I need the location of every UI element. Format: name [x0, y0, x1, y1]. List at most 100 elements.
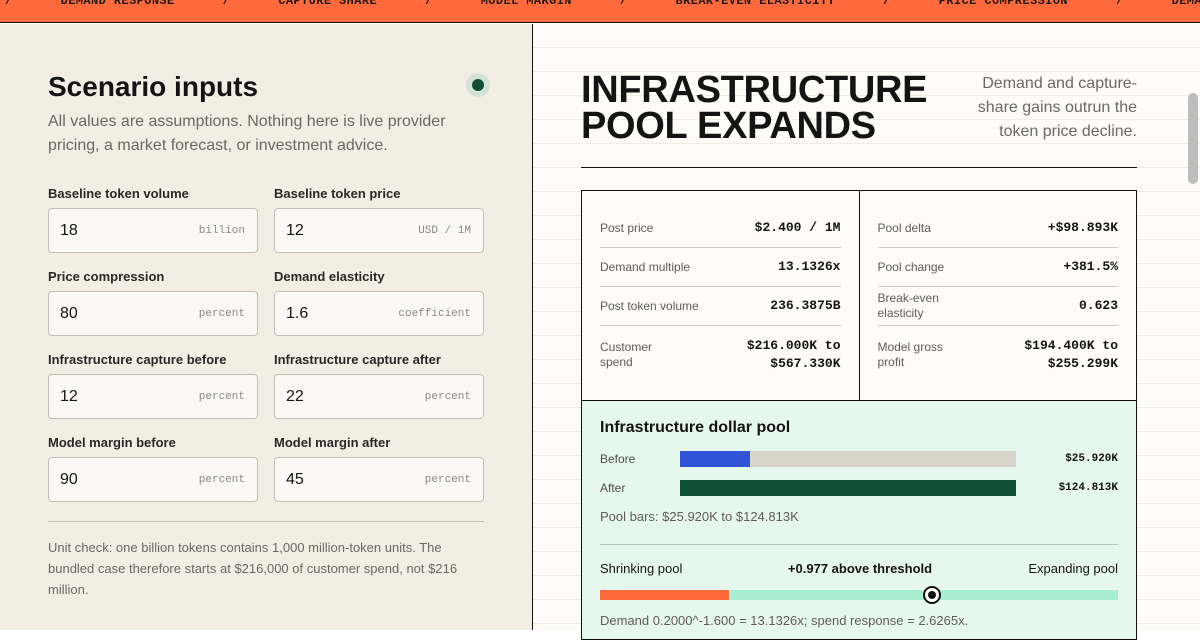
- metric-value: 0.623: [1078, 298, 1118, 313]
- field-value: 12: [286, 222, 304, 239]
- field-label: Infrastructure capture after: [274, 352, 441, 367]
- pool-bar: [680, 451, 750, 467]
- field-label: Price compression: [48, 269, 165, 284]
- field-input[interactable]: 1.6 coefficient: [274, 291, 484, 336]
- field-input[interactable]: 12 percent: [48, 374, 258, 419]
- pool-track: [680, 451, 1016, 467]
- field-label: Model margin after: [274, 435, 391, 450]
- ticker-track: / DEMAND RESPONSE / CAPTURE SHARE / MODEL MAR…: [5, 0, 1200, 8]
- field-unit: percent: [198, 308, 245, 320]
- metric-row: Demand multiple 13.1326x: [600, 248, 841, 287]
- metric-label: Break-even elasticity: [877, 291, 939, 320]
- metric-column: Pool delta +$98.893K Pool change +381.5% Bre…: [858, 191, 1137, 400]
- metric-column: Post price $2.400 / 1M Demand multiple 13.1…: [582, 191, 859, 400]
- ticker-item: PRICE COMPRESSION: [938, 0, 1068, 8]
- gauge-knob-center: [927, 591, 936, 599]
- field-label: Demand elasticity: [274, 269, 385, 284]
- metric-value: $2.400 / 1M: [754, 220, 841, 235]
- field-value: 45: [286, 471, 304, 488]
- ticker-item: DEMAND RESPONSE: [60, 0, 175, 8]
- field-label: Baseline token price: [274, 186, 401, 201]
- inputs-subtitle: All values are assumptions. Nothing here…: [48, 113, 446, 154]
- pool-caption: Pool bars: $25.920K to $124.813K: [600, 509, 799, 524]
- scrollbar[interactable]: [1188, 93, 1198, 184]
- field-label: Infrastructure capture before: [48, 352, 227, 367]
- ticker-separator: /: [425, 0, 433, 8]
- field-value: 18: [60, 222, 78, 239]
- metric-value: 236.3875B: [770, 298, 841, 313]
- gauge-status: +0.977 above threshold: [787, 561, 933, 576]
- ticker-item: DEMAND RESPONSE: [1171, 0, 1200, 8]
- field-input[interactable]: 12 USD / 1M: [274, 208, 484, 253]
- ticker-separator: /: [619, 0, 628, 8]
- field-value: 1.6: [286, 305, 309, 322]
- metric-row: Post price $2.400 / 1M: [600, 209, 841, 248]
- gauge-track: [600, 586, 1118, 604]
- field-input[interactable]: 80 percent: [48, 291, 258, 336]
- metric-label: Pool change: [877, 259, 945, 274]
- metric-label: Customer spend: [600, 340, 653, 369]
- field-input[interactable]: 18 billion: [48, 208, 258, 253]
- field-unit: USD / 1M: [418, 225, 471, 237]
- pool-value: $25.920K: [1065, 453, 1118, 465]
- field-label: Model margin before: [48, 435, 176, 450]
- ticker-item: CAPTURE SHARE: [278, 0, 378, 8]
- metric-row: Model gross profit $194.400K to $255.299K: [878, 326, 1119, 384]
- metric-value: $216.000K to $567.330K: [746, 338, 841, 371]
- divider: [581, 167, 1137, 168]
- metric-row: Customer spend $216.000K to $567.330K: [600, 326, 841, 384]
- pool-title: Infrastructure dollar pool: [600, 419, 791, 436]
- gauge-left-label: Shrinking pool: [600, 561, 683, 576]
- pool-label: Before: [600, 452, 636, 466]
- metric-value: $194.400K to $255.299K: [1024, 338, 1118, 371]
- metric-label: Model gross profit: [877, 340, 943, 369]
- result-title: INFRASTRUCTURE POOL EXPANDS: [581, 69, 928, 147]
- formula: Demand 0.2000^-1.600 = 13.1326x; spend r…: [600, 613, 969, 628]
- metric-value: 13.1326x: [778, 259, 841, 274]
- field-value: 80: [60, 305, 78, 322]
- pool-label: After: [600, 481, 626, 495]
- field-unit: percent: [198, 391, 245, 403]
- pool-value: $124.813K: [1058, 482, 1118, 494]
- metric-row: Pool change +381.5%: [877, 248, 1118, 287]
- result-panel: INFRASTRUCTURE POOL EXPANDS Demand and c…: [533, 24, 1200, 640]
- metric-row: Post token volume 236.3875B: [600, 287, 841, 326]
- field-label: Baseline token volume: [48, 186, 189, 201]
- metric-label: Pool delta: [877, 220, 931, 235]
- field-unit: percent: [424, 391, 471, 403]
- field-value: 12: [60, 388, 78, 405]
- ticker-item: BREAK-EVEN ELASTICITY: [675, 0, 836, 8]
- field-unit: percent: [198, 474, 245, 486]
- ticker-separator: /: [222, 0, 231, 8]
- field-input[interactable]: 90 percent: [48, 457, 258, 502]
- inputs-title: Scenario inputs: [48, 71, 259, 102]
- result-summary: Demand and capture-share gains outrun th…: [977, 75, 1137, 140]
- ticker-separator: /: [5, 0, 13, 8]
- ticker-separator: /: [883, 0, 891, 8]
- field-unit: coefficient: [398, 308, 471, 320]
- field-input[interactable]: 22 percent: [274, 374, 484, 419]
- field-unit: percent: [424, 474, 471, 486]
- gauge-knob: [922, 586, 941, 604]
- metric-row: Break-even elasticity 0.623: [877, 287, 1118, 326]
- divider: [600, 544, 1118, 545]
- ticker-item: MODEL MARGIN: [480, 0, 572, 8]
- metric-label: Post token volume: [600, 298, 699, 313]
- field-value: 90: [60, 471, 78, 488]
- unit-note: Unit check: one billion tokens contains …: [48, 540, 458, 597]
- metric-label: Post price: [600, 220, 654, 235]
- metric-label: Demand multiple: [600, 259, 691, 274]
- ticker-separator: /: [1115, 0, 1124, 8]
- pool-bar: [680, 480, 1016, 496]
- field-unit: billion: [198, 225, 245, 237]
- field-input[interactable]: 45 percent: [274, 457, 484, 502]
- divider: [48, 521, 484, 522]
- pool-panel: Infrastructure dollar pool Pool bars: $2…: [581, 400, 1137, 640]
- ticker: / DEMAND RESPONSE / CAPTURE SHARE / MODEL MAR…: [0, 0, 1200, 23]
- inputs-panel: Scenario inputs All values are assumptio…: [0, 24, 533, 630]
- metric-value: +381.5%: [1063, 259, 1118, 274]
- pool-track: [680, 480, 1016, 496]
- field-value: 22: [286, 388, 304, 405]
- threshold-segment: [600, 590, 730, 600]
